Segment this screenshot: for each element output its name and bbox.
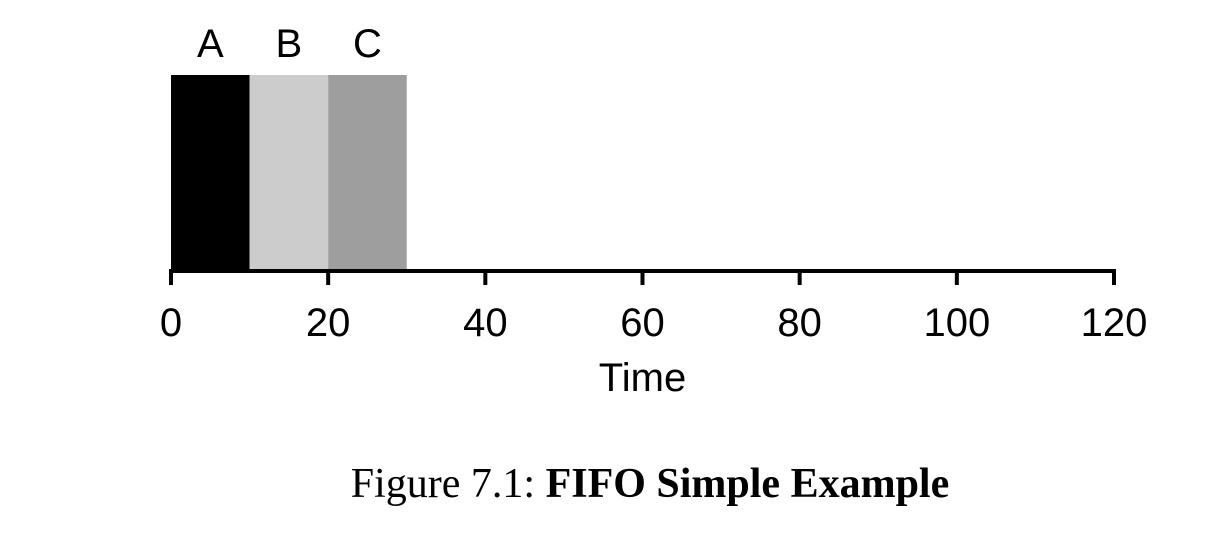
job-label-a: A bbox=[197, 22, 224, 66]
x-tick-label: 20 bbox=[306, 301, 351, 345]
figure-caption: Figure 7.1: FIFO Simple Example bbox=[0, 460, 1214, 508]
job-bars bbox=[171, 75, 407, 271]
caption-title: FIFO Simple Example bbox=[545, 461, 950, 507]
x-axis-label: Time bbox=[599, 356, 686, 400]
job-bar-c bbox=[328, 75, 407, 271]
x-tick-label: 100 bbox=[923, 301, 990, 345]
x-tick-label: 60 bbox=[620, 301, 665, 345]
job-bar-b bbox=[249, 75, 329, 271]
x-tick-label: 120 bbox=[1081, 301, 1148, 345]
x-axis-ticks: 0 20 40 60 80 100 120 bbox=[160, 271, 1148, 345]
job-bar-a bbox=[171, 75, 250, 271]
fifo-chart: A B C 0 20 40 60 80 100 120 Time bbox=[160, 22, 1148, 400]
job-label-c: C bbox=[353, 22, 382, 66]
x-tick-label: 40 bbox=[463, 301, 508, 345]
x-tick-label: 80 bbox=[777, 301, 822, 345]
caption-prefix: Figure 7.1: bbox=[350, 461, 546, 507]
job-label-b: B bbox=[276, 22, 303, 66]
x-tick-label: 0 bbox=[160, 301, 182, 345]
job-labels: A B C bbox=[197, 22, 382, 66]
